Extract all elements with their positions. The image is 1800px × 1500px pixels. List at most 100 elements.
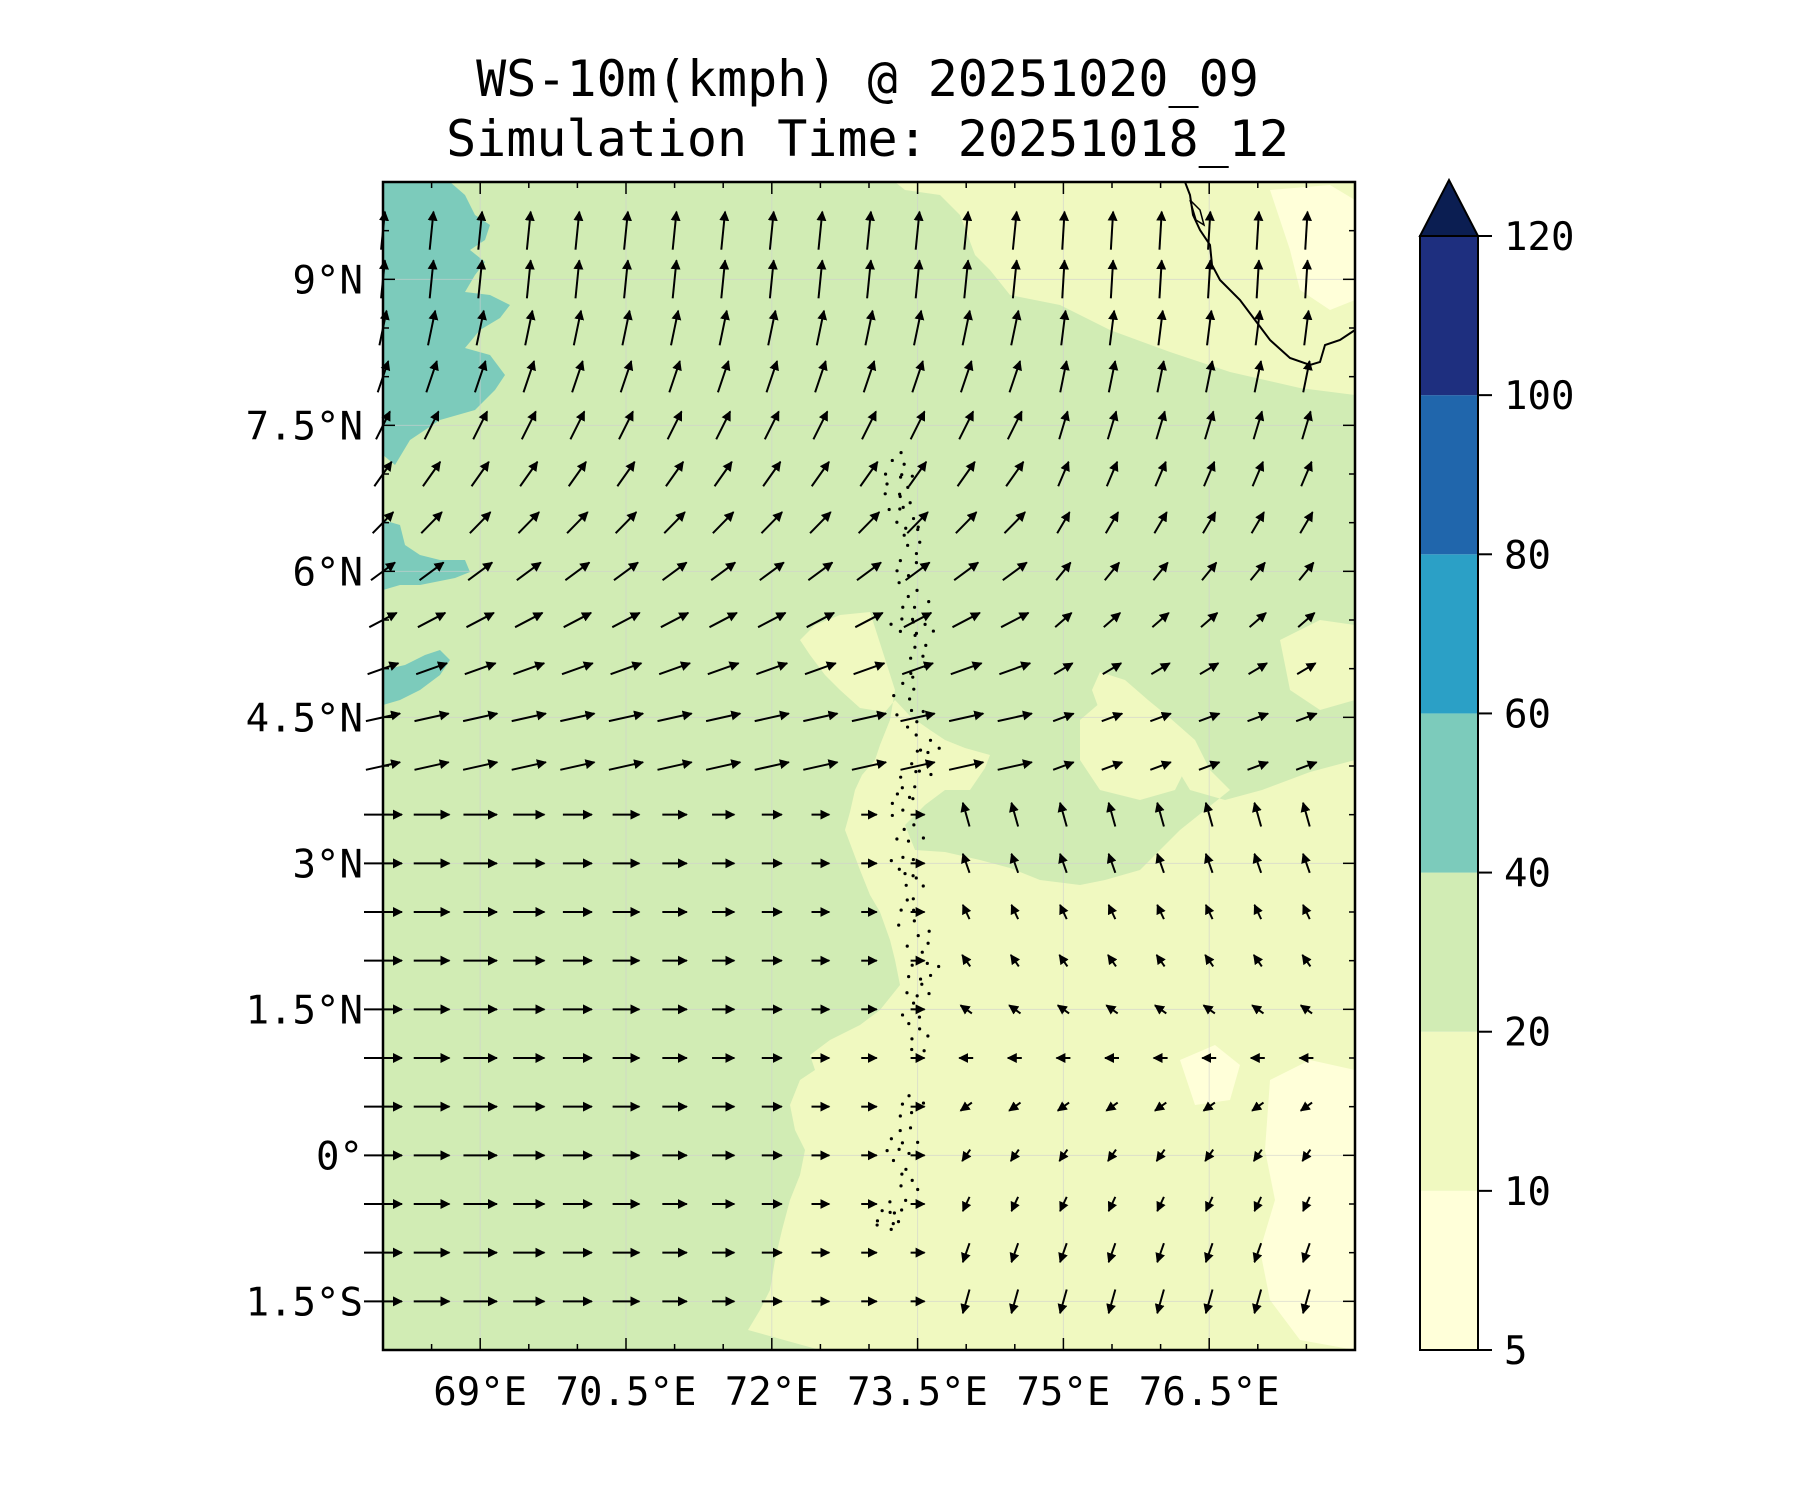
- atoll-dot: [916, 1140, 920, 1144]
- atoll-dot: [909, 1111, 914, 1115]
- colorbar-tick-label: 100: [1504, 374, 1574, 419]
- wind-arrow: [1252, 1149, 1264, 1162]
- wind-arrow: [1154, 1004, 1167, 1015]
- atoll-dot: [911, 897, 915, 901]
- wind-arrow: [1058, 1242, 1068, 1264]
- wind-arrow: [1301, 410, 1313, 440]
- wind-arrow: [1198, 711, 1221, 723]
- atoll-dot: [889, 622, 893, 626]
- atoll-dot: [911, 675, 915, 679]
- wind-arrow: [705, 710, 742, 723]
- wind-arrow: [622, 259, 632, 299]
- wind-arrow: [666, 410, 683, 440]
- wind-arrow: [517, 511, 540, 534]
- wind-arrow: [1251, 1101, 1265, 1112]
- wind-arrow: [1298, 561, 1315, 581]
- wind-arrow: [619, 360, 634, 393]
- atoll-dot: [890, 801, 894, 805]
- atoll-dot: [900, 1172, 904, 1176]
- wind-arrow: [610, 661, 643, 676]
- wind-arrow: [1156, 1196, 1166, 1213]
- wind-arrow: [767, 259, 778, 299]
- wind-arrow: [756, 661, 789, 676]
- atoll-dot: [895, 569, 899, 573]
- wind-arrow: [1299, 1101, 1313, 1112]
- wind-arrow: [909, 410, 926, 440]
- wind-arrow: [1008, 360, 1022, 393]
- wind-arrow: [1010, 309, 1022, 346]
- atoll-dot: [875, 1223, 879, 1227]
- atoll-dot: [917, 1015, 922, 1019]
- y-tick-label: 7.5°N: [246, 404, 363, 449]
- wind-arrow: [414, 759, 450, 771]
- wind-arrow: [1008, 1004, 1022, 1015]
- wind-arrow: [1156, 309, 1167, 346]
- wind-arrow: [1009, 1242, 1020, 1264]
- wind-arrow: [961, 903, 972, 920]
- wind-arrow: [712, 511, 735, 534]
- wind-arrow: [1253, 309, 1264, 346]
- wind-arrow: [1009, 1149, 1021, 1162]
- wind-arrow: [670, 309, 682, 346]
- wind-arrow: [961, 852, 971, 874]
- atoll-dot: [921, 836, 926, 840]
- wind-arrow: [962, 210, 973, 250]
- fill-band-10-20-patch: [1280, 620, 1355, 710]
- atoll-dot: [916, 525, 920, 529]
- wind-arrow: [422, 460, 442, 487]
- atoll-dot: [910, 1178, 914, 1182]
- atoll-dot: [910, 1047, 914, 1052]
- wind-arrow: [815, 309, 828, 346]
- wind-arrow: [1102, 662, 1123, 676]
- wind-arrow: [1301, 1149, 1312, 1162]
- wind-arrow: [1253, 259, 1264, 299]
- atoll-dot: [902, 533, 906, 537]
- wind-arrow: [427, 210, 438, 250]
- x-tick-label: 72°E: [725, 1370, 819, 1415]
- wind-arrow: [865, 210, 875, 250]
- atoll-dot: [910, 963, 914, 967]
- wind-arrow: [660, 611, 690, 629]
- wind-arrow: [962, 259, 973, 299]
- wind-arrow: [1155, 410, 1167, 440]
- atoll-dot: [903, 872, 907, 876]
- atoll-dot: [910, 762, 914, 766]
- wind-arrow: [719, 210, 730, 250]
- atoll-dot: [898, 1128, 902, 1133]
- atoll-dot: [899, 908, 903, 912]
- wind-arrow: [1009, 801, 1020, 827]
- wind-arrow: [862, 360, 877, 393]
- wind-arrow: [1156, 210, 1167, 250]
- wind-arrow: [1059, 360, 1070, 393]
- wind-arrow: [1302, 309, 1313, 346]
- wind-arrow: [566, 511, 589, 534]
- wind-arrow: [856, 561, 882, 582]
- wind-arrow: [1059, 210, 1069, 250]
- atoll-dot: [916, 1187, 920, 1192]
- wind-arrow: [613, 561, 639, 582]
- wind-arrow: [418, 561, 445, 582]
- wind-arrow: [511, 759, 547, 771]
- atoll-dot: [927, 991, 931, 996]
- atoll-dot: [916, 934, 920, 938]
- wind-arrow: [716, 360, 731, 393]
- atoll-dot: [899, 1184, 903, 1188]
- atoll-dot: [907, 1151, 911, 1156]
- wind-arrow: [1252, 852, 1263, 874]
- wind-arrow: [1154, 801, 1165, 827]
- atoll-dot: [901, 605, 905, 609]
- atoll-dot: [907, 1021, 911, 1026]
- wind-arrow: [1204, 852, 1214, 874]
- atoll-dot: [924, 643, 928, 647]
- colorbar-bands: [1418, 177, 1480, 1351]
- atoll-dot: [927, 600, 931, 604]
- wind-arrow: [1149, 760, 1172, 771]
- wind-arrow: [803, 759, 839, 771]
- wind-arrow: [1204, 1149, 1215, 1162]
- atoll-dot: [909, 671, 913, 676]
- wind-arrow: [1204, 1196, 1215, 1213]
- atoll-dot: [889, 859, 893, 863]
- wind-arrow: [857, 511, 881, 534]
- wind-arrow: [763, 410, 780, 440]
- wind-arrow: [961, 1149, 972, 1162]
